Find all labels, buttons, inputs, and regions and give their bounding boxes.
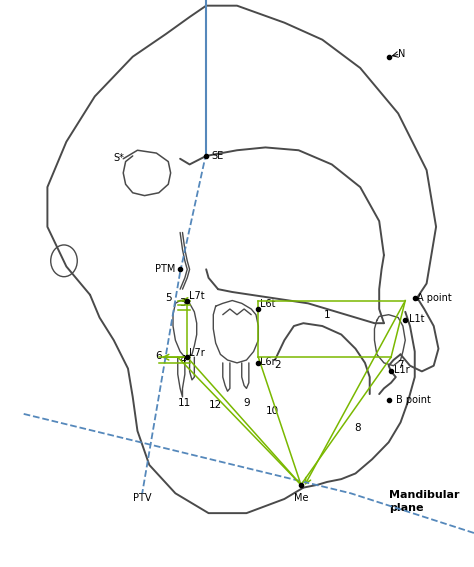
- Text: 2: 2: [274, 359, 281, 370]
- Text: S*: S*: [113, 153, 124, 163]
- Text: Mandibular
plane: Mandibular plane: [389, 490, 459, 513]
- Text: 12: 12: [209, 400, 222, 411]
- Text: 10: 10: [266, 406, 279, 416]
- Text: PTV: PTV: [133, 493, 152, 503]
- Text: L6t: L6t: [260, 299, 275, 310]
- Text: B point: B point: [396, 395, 431, 405]
- Text: Me: Me: [294, 493, 308, 503]
- Text: 5: 5: [165, 293, 172, 303]
- Text: L7r: L7r: [189, 348, 204, 358]
- Text: 7: 7: [397, 359, 404, 370]
- Text: 8: 8: [355, 423, 361, 433]
- Text: 6: 6: [155, 351, 162, 361]
- Text: 9: 9: [243, 397, 250, 408]
- Text: L1r: L1r: [394, 365, 410, 375]
- Text: PTM: PTM: [155, 264, 175, 274]
- Text: N: N: [398, 49, 406, 59]
- Text: 1: 1: [324, 310, 330, 320]
- Text: L1t: L1t: [409, 314, 424, 324]
- Text: 11: 11: [178, 397, 191, 408]
- Text: 3: 3: [179, 298, 186, 308]
- Text: 4: 4: [179, 355, 186, 365]
- Text: SE: SE: [211, 151, 223, 161]
- Text: L6r: L6r: [260, 357, 275, 367]
- Text: A point: A point: [417, 293, 452, 303]
- Text: L7t: L7t: [189, 291, 204, 301]
